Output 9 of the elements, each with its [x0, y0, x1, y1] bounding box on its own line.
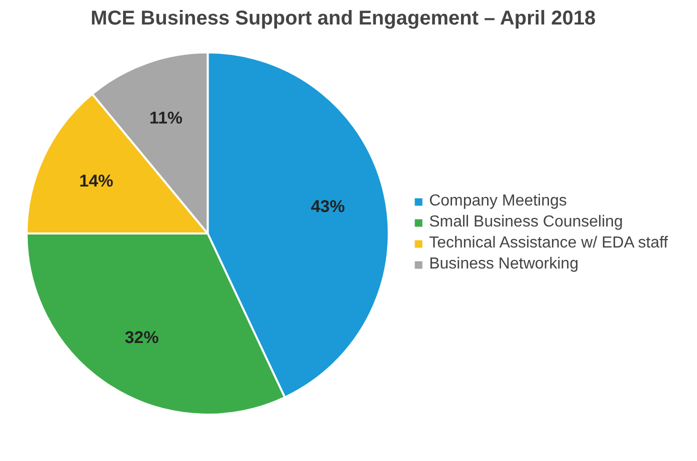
data-label: 43% [310, 197, 345, 216]
legend-label: Business Networking [429, 256, 578, 274]
legend-label: Company Meetings [429, 192, 567, 210]
chart-title: MCE Business Support and Engagement – April 2018 [90, 8, 596, 30]
data-label: 11% [149, 108, 183, 128]
data-label: 32% [124, 328, 159, 347]
data-label: 14% [79, 172, 114, 191]
legend-label: Small Business Counseling [429, 214, 623, 232]
legend-label: Technical Assistance w/ EDA staff [429, 234, 668, 252]
